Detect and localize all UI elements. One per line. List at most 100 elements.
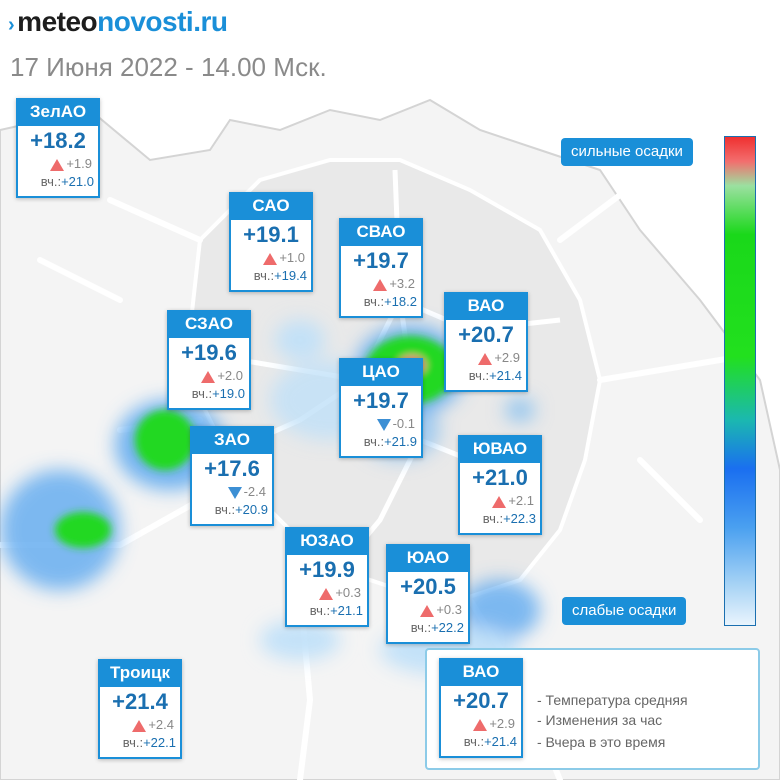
yesterday-value: вч.:+22.2 [392, 620, 464, 635]
yesterday-temp: +18.2 [384, 294, 417, 309]
district-name: ВАО [444, 292, 528, 320]
yesterday-label: вч.: [468, 368, 490, 383]
district-name: СВАО [339, 218, 423, 246]
district-card-sao[interactable]: САО +19.1 +1.0 вч.:+19.4 [229, 192, 313, 292]
change-value: +1.9 [66, 156, 92, 171]
district-name: ЦАО [339, 358, 423, 386]
district-name: САО [229, 192, 313, 220]
yesterday-value: вч.:+18.2 [345, 294, 417, 309]
precipitation-scale-bar [724, 136, 756, 626]
logo-text-meteo: meteo [17, 6, 98, 37]
change-value: +2.9 [494, 350, 520, 365]
district-name: ЮВАО [458, 435, 542, 463]
district-name: Троицк [98, 659, 182, 687]
yesterday-label: вч.: [309, 603, 331, 618]
hourly-change: +3.2 [373, 276, 415, 291]
triangle-down-icon [376, 418, 391, 431]
yesterday-temp: +21.9 [384, 434, 417, 449]
change-value: +0.3 [436, 602, 462, 617]
hourly-change: -0.1 [376, 416, 415, 431]
yesterday-temp: +20.9 [235, 502, 268, 517]
yesterday-temp: +22.2 [431, 620, 464, 635]
district-card-vao[interactable]: ВАО +20.7 +2.9 вч.:+21.4 [444, 292, 528, 392]
triangle-up-icon [373, 278, 388, 291]
yesterday-label: вч.: [40, 174, 62, 189]
yesterday-temp: +21.1 [330, 603, 363, 618]
logo[interactable]: › meteonovosti.ru [8, 6, 228, 38]
hourly-change: +2.4 [132, 717, 174, 732]
district-name: ВАО [439, 658, 523, 686]
hourly-change: +2.9 [478, 350, 520, 365]
temperature-value: +21.0 [472, 465, 528, 490]
hourly-change: +1.0 [263, 250, 305, 265]
yesterday-temp: +21.4 [484, 734, 517, 749]
change-value: +2.9 [489, 716, 515, 731]
logo-text-novosti: novosti.ru [97, 6, 228, 37]
hourly-change: +0.3 [319, 585, 361, 600]
district-card-yuao[interactable]: ЮАО +20.5 +0.3 вч.:+22.2 [386, 544, 470, 644]
yesterday-value: вч.:+21.4 [450, 368, 522, 383]
scale-bottom-label: слабые осадки [562, 597, 687, 625]
yesterday-label: вч.: [363, 294, 385, 309]
triangle-up-icon [473, 718, 488, 731]
temperature-value: +19.6 [181, 340, 237, 365]
yesterday-label: вч.: [253, 268, 275, 283]
triangle-up-icon [263, 252, 278, 265]
triangle-up-icon [478, 352, 493, 365]
temperature-value: +20.7 [458, 322, 514, 347]
triangle-up-icon [492, 495, 507, 508]
legend-sample-card: ВАО +20.7 +2.9 вч.:+21.4 [439, 658, 523, 758]
triangle-up-icon [201, 370, 216, 383]
yesterday-temp: +19.0 [212, 386, 245, 401]
legend-line-temperature: - Температура средняя [537, 692, 688, 708]
yesterday-value: вч.:+21.0 [22, 174, 94, 189]
district-card-yuzao[interactable]: ЮЗАО +19.9 +0.3 вч.:+21.1 [285, 527, 369, 627]
yesterday-label: вч.: [463, 734, 485, 749]
change-value: -0.1 [392, 416, 415, 431]
district-card-szao[interactable]: СЗАО +19.6 +2.0 вч.:+19.0 [167, 310, 251, 410]
district-card-zelao[interactable]: ЗелАО +18.2 +1.9 вч.:+21.0 [16, 98, 100, 198]
yesterday-temp: +22.1 [143, 735, 176, 750]
legend-box: ВАО +20.7 +2.9 вч.:+21.4 - Температура с… [425, 648, 760, 770]
temperature-value: +20.7 [453, 688, 509, 713]
hourly-change: +2.1 [492, 493, 534, 508]
district-name: ЮЗАО [285, 527, 369, 555]
temperature-value: +19.9 [299, 557, 355, 582]
yesterday-label: вч.: [363, 434, 385, 449]
change-value: +2.1 [508, 493, 534, 508]
yesterday-label: вч.: [122, 735, 144, 750]
district-card-svao[interactable]: СВАО +19.7 +3.2 вч.:+18.2 [339, 218, 423, 318]
district-card-zao[interactable]: ЗАО +17.6 -2.4 вч.:+20.9 [190, 426, 274, 526]
yesterday-value: вч.:+19.4 [235, 268, 307, 283]
yesterday-value: вч.:+21.9 [345, 434, 417, 449]
triangle-down-icon [227, 486, 242, 499]
change-value: -2.4 [243, 484, 266, 499]
legend-line-yesterday: - Вчера в это время [537, 734, 666, 750]
district-name: ЮАО [386, 544, 470, 572]
yesterday-temp: +22.3 [503, 511, 536, 526]
change-value: +2.0 [217, 368, 243, 383]
triangle-up-icon [319, 587, 334, 600]
district-card-tsao[interactable]: ЦАО +19.7 -0.1 вч.:+21.9 [339, 358, 423, 458]
yesterday-value: вч.:+21.1 [291, 603, 363, 618]
temperature-value: +17.6 [204, 456, 260, 481]
yesterday-temp: +19.4 [274, 268, 307, 283]
yesterday-label: вч.: [191, 386, 213, 401]
hourly-change: +1.9 [50, 156, 92, 171]
district-card-troitsk[interactable]: Троицк +21.4 +2.4 вч.:+22.1 [98, 659, 182, 759]
yesterday-temp: +21.4 [489, 368, 522, 383]
scale-top-label: сильные осадки [561, 138, 693, 166]
yesterday-label: вч.: [482, 511, 504, 526]
yesterday-value: вч.:+20.9 [196, 502, 268, 517]
legend-line-change: - Изменения за час [537, 712, 663, 728]
yesterday-value: вч.:+19.0 [173, 386, 245, 401]
temperature-value: +19.1 [243, 222, 299, 247]
change-value: +0.3 [335, 585, 361, 600]
district-name: СЗАО [167, 310, 251, 338]
district-card-yuvao[interactable]: ЮВАО +21.0 +2.1 вч.:+22.3 [458, 435, 542, 535]
temperature-value: +20.5 [400, 574, 456, 599]
temperature-value: +19.7 [353, 248, 409, 273]
hourly-change: +2.9 [473, 716, 515, 731]
change-value: +3.2 [389, 276, 415, 291]
change-value: +1.0 [279, 250, 305, 265]
